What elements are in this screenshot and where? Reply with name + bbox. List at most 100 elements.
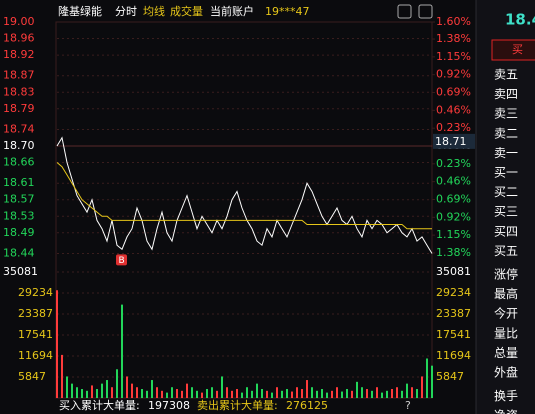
y2-tick-label: 1.15% [436, 50, 471, 63]
volume-bar [431, 365, 433, 398]
y-tick-label: 18.87 [3, 69, 35, 82]
volume-bar [171, 387, 173, 398]
volume-bar [106, 380, 108, 398]
volume-bar [316, 390, 318, 398]
volume-bar [411, 387, 413, 398]
volume-bar [181, 390, 183, 398]
y-tick-label: 18.53 [3, 209, 35, 222]
buy-label: 买入累计大单量: [59, 398, 140, 412]
y-tick-label: 18.70 [3, 139, 35, 152]
trade-marker-box [116, 254, 127, 266]
volume-bar [141, 389, 143, 398]
y2-tick-label: 1.38% [436, 246, 471, 259]
volume-bar [71, 383, 73, 398]
v-tick-label: 29234 [436, 286, 471, 299]
volume-bar [371, 390, 373, 398]
sell-label: 卖出累计大单量: [197, 398, 278, 412]
volume-bar [76, 387, 78, 398]
side-label: 涨停 [494, 267, 518, 282]
tab[interactable]: 当前账户 [210, 4, 254, 18]
price-line [56, 162, 432, 230]
volume-bar [126, 376, 128, 398]
volume-bar [356, 381, 358, 398]
y-tick-label: 18.44 [3, 246, 35, 259]
v-tick-label: 5847 [436, 370, 464, 383]
volume-bar [241, 392, 243, 398]
y2-tick-label: 0.46% [436, 103, 471, 116]
y2-tick-label: 0.46% [436, 175, 471, 188]
volume-bar [226, 387, 228, 398]
y2-tick-label: 0.23% [436, 121, 471, 134]
account: 19***47 [265, 5, 310, 18]
volume-bar [276, 387, 278, 398]
quote-price: 18.44 [505, 11, 535, 29]
volume-bar [61, 354, 63, 398]
tab[interactable]: 均线 [143, 4, 165, 18]
volume-bar [336, 387, 338, 398]
help-icon[interactable]: ? [405, 399, 411, 412]
volume-bar [201, 392, 203, 398]
volume-bar [96, 389, 98, 398]
buy-button[interactable] [491, 39, 535, 61]
volume-bar [351, 390, 353, 398]
volume-bar [291, 391, 293, 398]
v-tick-label: 23387 [18, 307, 53, 320]
volume-bar [151, 380, 153, 398]
stock-name: 隆基绿能 [58, 4, 102, 18]
side-label: 外盘 [494, 365, 518, 380]
volume-bar [136, 387, 138, 398]
side-label: 卖四 [494, 87, 518, 101]
y2-tick-label: 0.23% [436, 157, 471, 170]
volume-bar [176, 389, 178, 398]
v-tick-label: 23387 [436, 307, 471, 320]
volume-bar [396, 387, 398, 398]
y-tick-label: 18.66 [3, 156, 35, 169]
volume-bar [331, 390, 333, 398]
volume-bar [221, 376, 223, 398]
y-tick-label: 18.96 [3, 32, 35, 45]
side-label: 最高 [494, 286, 518, 301]
close-icon[interactable] [418, 4, 433, 19]
volume-bar [121, 304, 123, 398]
side-panel [476, 0, 535, 414]
volume-bar [131, 383, 133, 398]
side-label: 买四 [494, 224, 518, 238]
volume-bar [211, 387, 213, 398]
volume-bar [271, 392, 273, 398]
volume-bar [391, 389, 393, 398]
volume-bar [166, 392, 168, 398]
v-tick-label: 35081 [3, 265, 38, 278]
v-tick-label: 11694 [18, 349, 53, 362]
side-label: 卖五 [494, 68, 518, 82]
y2-tick-label: 0.92% [436, 210, 471, 223]
volume-bar [161, 390, 163, 398]
side-label: 卖二 [494, 126, 518, 140]
volume-bar [256, 383, 258, 398]
v-tick-label: 17541 [436, 328, 471, 341]
volume-bar [416, 389, 418, 398]
volume-bar [326, 392, 328, 398]
volume-bar [296, 387, 298, 398]
y2-tick-label: 0.69% [436, 192, 471, 205]
volume-bar [361, 387, 363, 398]
buy-button-label[interactable]: 买 [512, 43, 523, 56]
trade-marker: B [119, 256, 125, 266]
side-label: 换手 [494, 389, 518, 403]
tab[interactable]: 成交量 [170, 4, 203, 18]
volume-bar [236, 389, 238, 398]
volume-bar [246, 387, 248, 398]
volume-bar [111, 387, 113, 398]
volume-bar [206, 389, 208, 398]
y-tick-label: 18.74 [3, 122, 35, 135]
side-label: 卖三 [494, 107, 518, 121]
side-label: 卖一 [494, 146, 518, 160]
volume-bar [281, 390, 283, 398]
volume-bar [386, 390, 388, 398]
volume-bar [116, 369, 118, 398]
tab[interactable]: 分时 [115, 5, 137, 18]
side-label: 量比 [494, 326, 518, 340]
add-icon[interactable] [397, 4, 412, 19]
side-label: 买二 [494, 185, 518, 199]
volume-bar [66, 376, 68, 398]
buy-value: 197308 [148, 399, 190, 412]
